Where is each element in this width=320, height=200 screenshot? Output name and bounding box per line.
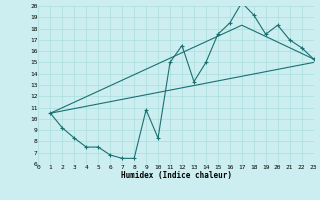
X-axis label: Humidex (Indice chaleur): Humidex (Indice chaleur) <box>121 171 231 180</box>
